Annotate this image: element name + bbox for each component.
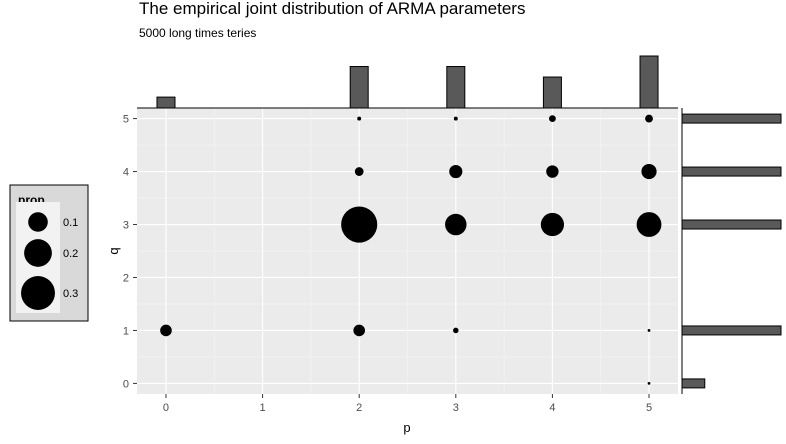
legend-key <box>24 239 52 267</box>
data-point <box>549 115 556 122</box>
data-point <box>645 114 653 123</box>
data-point <box>357 116 362 121</box>
y-tick-label: 0 <box>123 378 129 390</box>
data-point <box>353 324 365 337</box>
y-tick-label: 1 <box>123 325 129 337</box>
data-point <box>641 163 657 180</box>
top-hist-bar <box>156 96 176 109</box>
chart-title: The empirical joint distribution of ARMA… <box>139 0 525 18</box>
data-point <box>453 327 459 334</box>
top-hist-bar <box>542 76 562 109</box>
legend-label: 0.1 <box>63 217 78 229</box>
legend-items: 0.1 0.2 0.3 <box>16 202 78 313</box>
x-tick-label: 1 <box>260 402 266 414</box>
legend-label: 0.3 <box>63 288 78 300</box>
y-axis-label: q <box>106 247 121 254</box>
data-point <box>160 324 172 337</box>
y-axis-ticks: 0 1 2 3 4 5 <box>123 114 137 390</box>
x-tick-label: 5 <box>646 402 652 414</box>
data-point <box>449 164 463 179</box>
right-hist-bar <box>681 325 782 336</box>
x-axis-label: p <box>403 420 410 435</box>
y-tick-label: 3 <box>123 220 129 232</box>
x-tick-label: 3 <box>453 402 459 414</box>
top-marginal-histogram <box>156 55 659 109</box>
x-tick-label: 4 <box>549 402 555 414</box>
data-point <box>546 165 559 178</box>
right-hist-bar <box>681 219 782 230</box>
legend-key <box>21 276 55 310</box>
x-axis-ticks: 0 1 2 3 4 5 <box>163 394 652 414</box>
legend: prop 0.10.20.3 <box>9 184 89 322</box>
data-point <box>354 167 364 176</box>
top-hist-bar <box>639 55 659 109</box>
x-tick-label: 2 <box>356 402 362 414</box>
top-hist-bar <box>446 66 466 109</box>
grid-lines <box>137 108 678 394</box>
legend-key <box>28 212 48 232</box>
right-hist-bar <box>681 113 782 124</box>
right-hist-bar <box>681 378 706 389</box>
y-tick-label: 4 <box>123 167 129 179</box>
data-point <box>636 212 662 237</box>
chart-subtitle: 5000 long times teries <box>139 26 256 40</box>
right-marginal-histogram <box>681 113 782 389</box>
x-tick-label: 0 <box>163 402 169 414</box>
legend-label: 0.2 <box>63 248 78 260</box>
y-tick-label: 5 <box>123 114 129 126</box>
right-hist-bar <box>681 166 782 177</box>
y-tick-label: 2 <box>123 272 129 284</box>
top-hist-bar <box>349 66 369 109</box>
data-point <box>341 206 378 243</box>
data-point <box>647 329 651 332</box>
data-point <box>647 382 651 385</box>
data-point <box>540 212 565 237</box>
data-point <box>445 213 467 236</box>
data-point <box>453 116 458 121</box>
points-layer <box>160 114 662 385</box>
